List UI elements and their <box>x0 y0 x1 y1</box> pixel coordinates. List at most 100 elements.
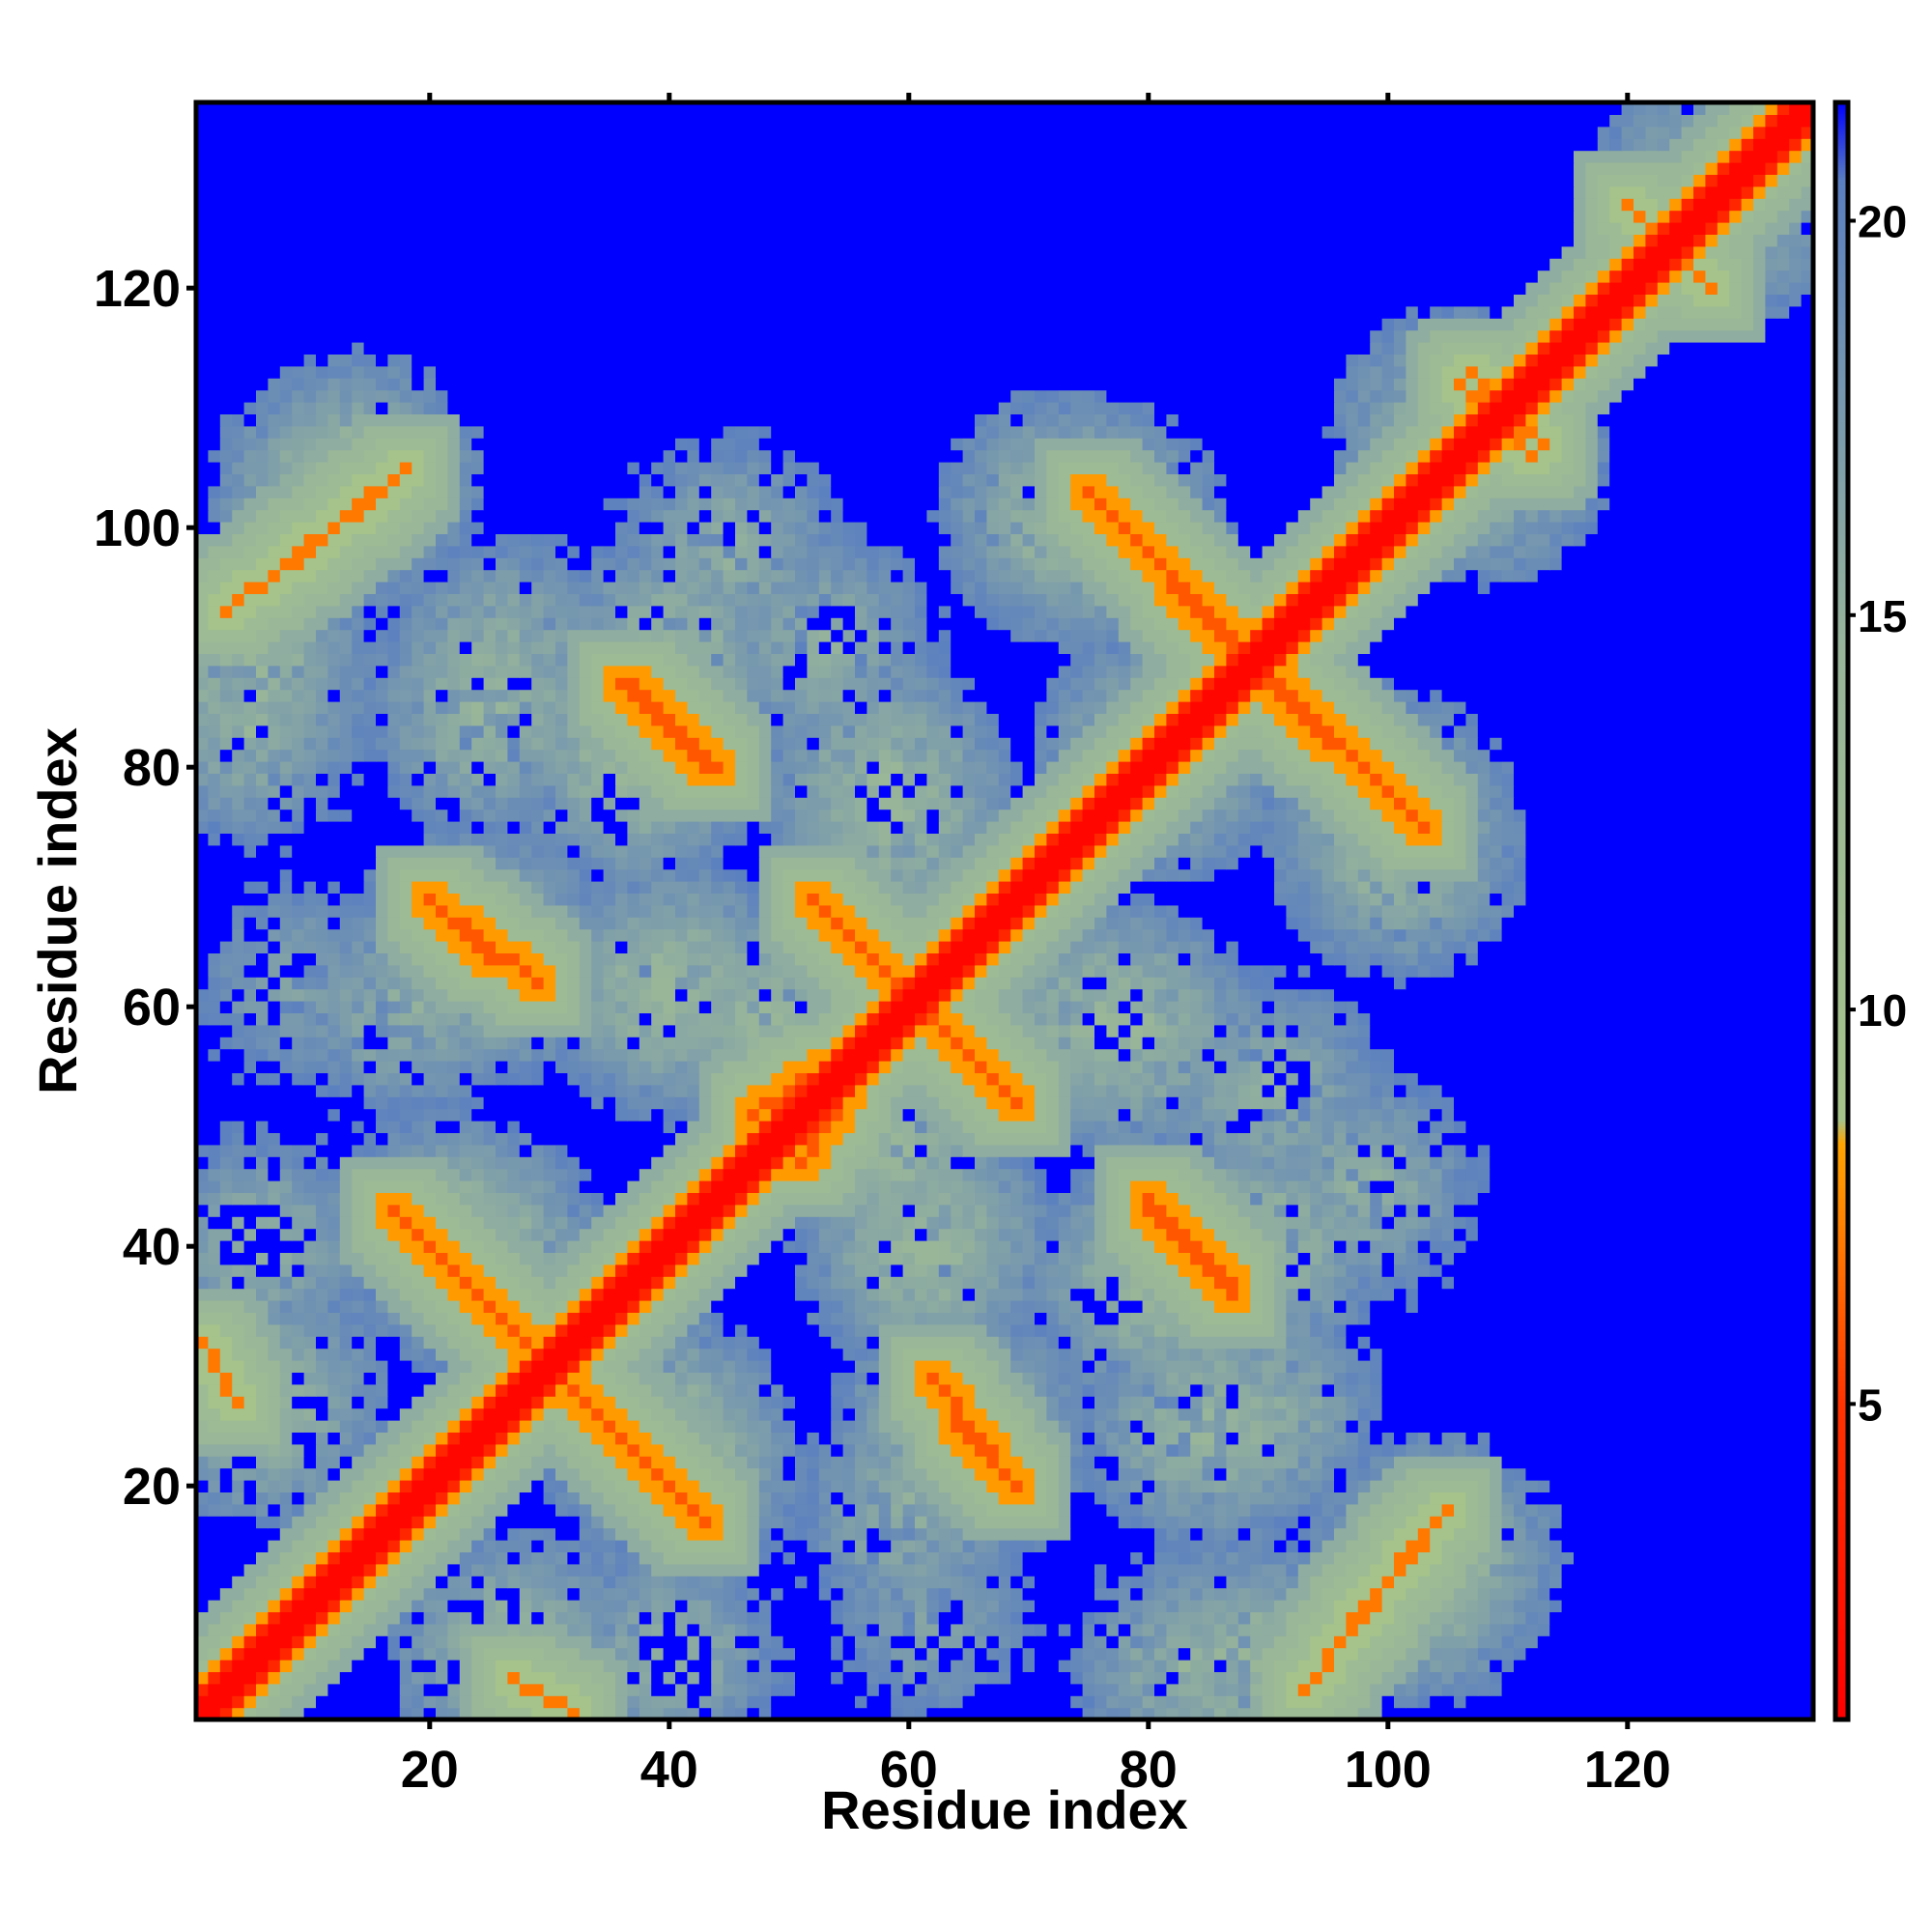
heatmap-cell <box>1321 1516 1335 1529</box>
heatmap-cell <box>1142 1096 1155 1110</box>
heatmap-cell <box>1035 1407 1047 1421</box>
heatmap-cell <box>316 1228 328 1241</box>
heatmap-cell <box>1178 1001 1191 1013</box>
heatmap-cell <box>1237 1695 1251 1709</box>
heatmap-cell <box>1058 1300 1071 1313</box>
heatmap-cell <box>651 1600 665 1612</box>
heatmap-cell <box>915 1635 927 1649</box>
heatmap-cell <box>531 1348 545 1361</box>
heatmap-cell <box>771 1503 784 1517</box>
heatmap-cell <box>1334 1456 1359 1469</box>
heatmap-cell <box>1262 1156 1275 1170</box>
heatmap-cell <box>1250 1527 1264 1541</box>
heatmap-cell <box>1118 1695 1131 1709</box>
heatmap-cell <box>1130 1623 1144 1636</box>
heatmap-cell <box>771 1623 844 1636</box>
heatmap-cell <box>1070 1383 1084 1397</box>
heatmap-cell <box>292 1300 305 1313</box>
heatmap-cell <box>758 1383 772 1397</box>
heatmap-cell <box>1525 1516 1539 1529</box>
heatmap-cell <box>1321 1456 1335 1469</box>
heatmap-cell <box>962 1168 976 1181</box>
heatmap-cell <box>1441 1540 1466 1552</box>
heatmap-cell <box>352 1383 365 1397</box>
heatmap-cell <box>1490 1611 1503 1625</box>
heatmap-cell <box>208 1396 233 1409</box>
heatmap-cell <box>627 1635 640 1649</box>
heatmap-cell <box>627 1072 640 1086</box>
heatmap-cell <box>1370 1108 1383 1122</box>
heatmap-cell <box>1226 1096 1239 1110</box>
heatmap-cell <box>1394 1072 1406 1086</box>
heatmap-cell <box>1406 1647 1431 1661</box>
heatmap-cell <box>531 1623 545 1636</box>
heatmap-cell <box>998 1276 1011 1290</box>
heatmap-cell <box>1346 1587 1371 1601</box>
heatmap-cell <box>1357 1192 1371 1206</box>
heatmap-cell <box>316 1024 328 1037</box>
heatmap-cell <box>675 1012 688 1026</box>
heatmap-cell <box>998 1024 1024 1037</box>
heatmap-cell <box>878 1647 892 1661</box>
heatmap-cell <box>352 1432 365 1445</box>
heatmap-cell <box>268 1611 281 1625</box>
heatmap-cell <box>543 1383 556 1397</box>
heatmap-cell <box>938 1048 964 1062</box>
heatmap-cell <box>591 1096 605 1110</box>
heatmap-cell <box>436 1432 448 1445</box>
heatmap-cell <box>1202 1600 1215 1612</box>
heatmap-cell <box>1226 1396 1239 1409</box>
heatmap-cell <box>698 1516 712 1529</box>
heatmap-cell <box>1058 1096 1071 1110</box>
heatmap-cell <box>555 1168 568 1181</box>
heatmap-cell <box>891 1492 904 1505</box>
heatmap-cell <box>735 1348 748 1361</box>
heatmap-cell <box>1118 1503 1131 1517</box>
heatmap-cell <box>615 1587 628 1601</box>
heatmap-cell <box>758 1540 772 1552</box>
heatmap-cell <box>711 1323 724 1337</box>
heatmap-cell <box>1166 1121 1179 1133</box>
heatmap-cell <box>1094 1707 1107 1720</box>
heatmap-cell <box>292 1168 305 1181</box>
heatmap-cell <box>1106 1492 1120 1505</box>
heatmap-cell <box>1022 1420 1036 1433</box>
heatmap-cell <box>1310 1503 1323 1517</box>
heatmap-cell <box>951 1204 964 1217</box>
heatmap-cell <box>1274 1132 1287 1146</box>
heatmap-cell <box>962 1396 976 1409</box>
heatmap-cell <box>1346 1300 1359 1313</box>
heatmap-cell <box>352 1180 365 1193</box>
heatmap-cell <box>867 1540 892 1552</box>
heatmap-cell <box>459 1132 472 1146</box>
heatmap-cell <box>926 1037 952 1050</box>
heatmap-cell <box>243 1012 257 1026</box>
heatmap-cell <box>1262 1611 1275 1625</box>
heatmap-cell <box>1202 988 1215 1002</box>
heatmap-cell <box>615 1503 640 1517</box>
heatmap-cell <box>1417 1480 1479 1492</box>
heatmap-cell <box>1094 1563 1107 1577</box>
heatmap-cell <box>878 1132 892 1146</box>
heatmap-cell <box>1297 1456 1311 1469</box>
heatmap-cell <box>316 1240 328 1253</box>
heatmap-cell <box>376 1383 388 1397</box>
heatmap-cell <box>986 1456 1000 1469</box>
heatmap-cell <box>292 1323 305 1337</box>
heatmap-cell <box>1250 1192 1264 1206</box>
heatmap-cell <box>567 1551 581 1565</box>
heatmap-cell <box>1274 1156 1287 1170</box>
heatmap-cell <box>1118 1396 1131 1409</box>
heatmap-cell <box>1454 1156 1466 1170</box>
heatmap-cell <box>1549 1516 1563 1529</box>
heatmap-cell <box>1035 1348 1047 1361</box>
heatmap-cell <box>507 1360 521 1373</box>
heatmap-cell <box>316 1192 328 1206</box>
heatmap-cell <box>902 1671 916 1685</box>
heatmap-cell <box>747 1707 760 1720</box>
heatmap-cell <box>938 1156 952 1170</box>
heatmap-cell <box>938 988 952 1002</box>
heatmap-cell <box>603 1707 616 1720</box>
heatmap-cell <box>543 1600 556 1612</box>
heatmap-cell <box>771 1647 796 1661</box>
